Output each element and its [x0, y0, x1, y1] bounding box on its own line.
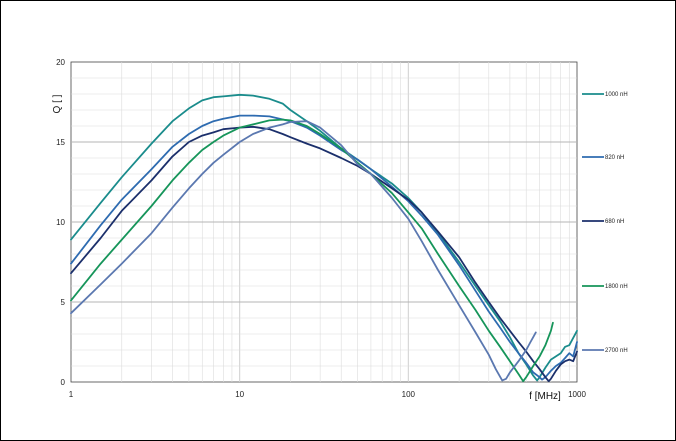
legend: 1000 nH 820 nH 680 nH 1800 nH 2700 nH	[582, 92, 628, 354]
series-line	[70, 125, 578, 383]
y-axis-label: Q [ ]	[52, 94, 63, 113]
series-line	[70, 114, 578, 381]
legend-label: 1800 nH	[605, 284, 628, 290]
x-tick-label: 1	[69, 390, 74, 399]
x-tick-label: 100	[402, 390, 416, 399]
y-tick-label: 10	[56, 218, 65, 227]
x-tick-label: 10	[235, 390, 244, 399]
legend-label: 2700 nH	[605, 348, 628, 354]
y-tick-label: 5	[61, 298, 66, 307]
series-layer	[70, 93, 578, 383]
y-tick-label: 15	[56, 138, 65, 147]
x-tick-label: 1000	[568, 390, 586, 399]
y-tick-label: 0	[61, 378, 66, 387]
ticks: 1 10 100 1000 0 5 10 15 20	[56, 58, 586, 399]
legend-label: 820 nH	[605, 155, 624, 161]
x-axis-label: f [MHz]	[529, 391, 561, 402]
legend-label: 680 nH	[605, 219, 624, 225]
y-tick-label: 20	[56, 58, 65, 67]
grid	[71, 62, 577, 382]
legend-label: 1000 nH	[605, 92, 628, 98]
series-line	[70, 120, 537, 382]
